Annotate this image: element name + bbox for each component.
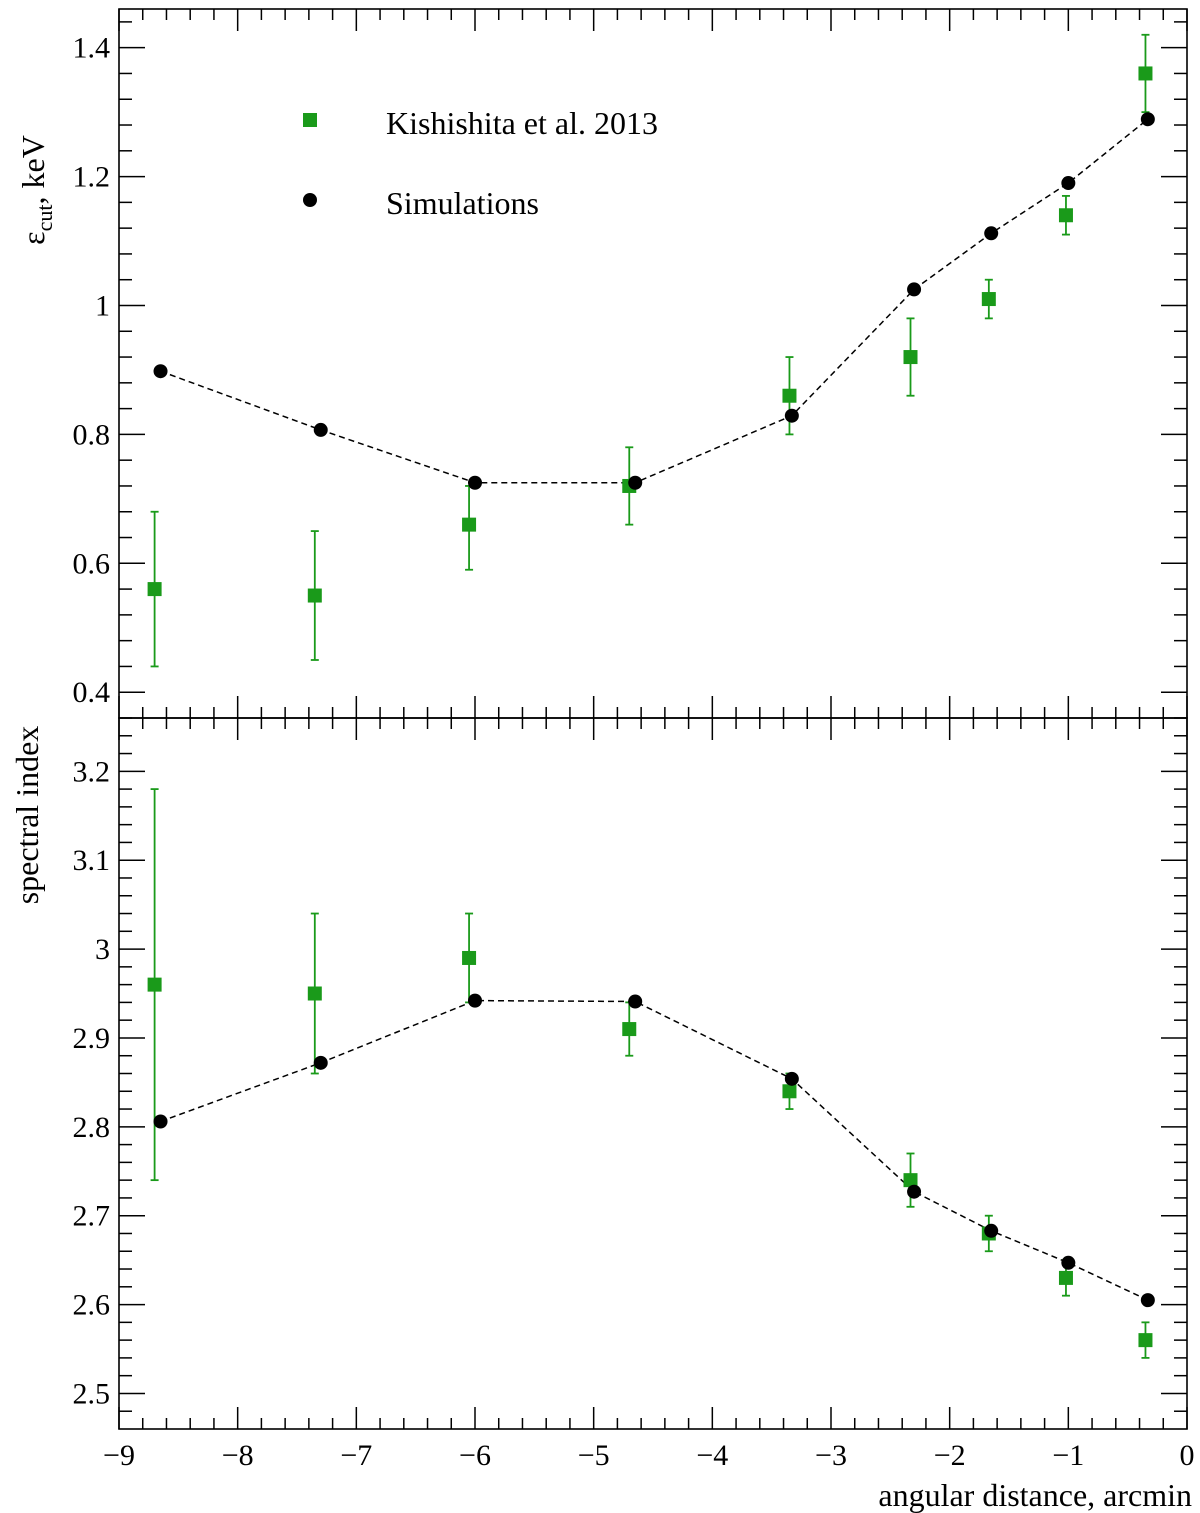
x-tick-labels: −9 −8 −7 −6 −5 −4 −3 −2 −1 0 bbox=[103, 1439, 1194, 1472]
x-tick-label: −1 bbox=[1052, 1439, 1084, 1472]
observation-point bbox=[981, 292, 996, 307]
x-tick-label: −9 bbox=[103, 1439, 135, 1472]
top-y-axis-title: εcut, keV bbox=[15, 135, 57, 245]
y-tick-label: 2.9 bbox=[73, 1022, 111, 1055]
bottom-simulations-line bbox=[160, 999, 1149, 1301]
top-y-title-sub: cut bbox=[32, 204, 57, 231]
simulation-point bbox=[1061, 176, 1076, 191]
observation-point bbox=[903, 350, 918, 365]
simulation-point bbox=[984, 226, 999, 241]
observation-point bbox=[1138, 1333, 1153, 1348]
x-tick-label: −7 bbox=[340, 1439, 372, 1472]
y-tick-label: 0.4 bbox=[73, 676, 111, 709]
simulation-point bbox=[468, 993, 482, 1008]
bottom-panel: 2.52.62.72.82.933.13.2 −9 −8 −7 −6 −5 −4 −3 −2−… bbox=[9, 717, 1195, 1513]
observation-point bbox=[1058, 208, 1073, 223]
observation-point bbox=[147, 977, 162, 992]
x-tick-label: −2 bbox=[934, 1439, 966, 1472]
observation-point bbox=[903, 1173, 918, 1188]
simulation-point bbox=[984, 1223, 999, 1238]
simulation-point bbox=[628, 994, 643, 1009]
top-simulation-points bbox=[153, 112, 1155, 490]
simulation-point bbox=[784, 1071, 799, 1086]
bottom-y-ticks bbox=[119, 717, 1187, 1412]
simulation-point bbox=[153, 1114, 168, 1129]
legend-label-observations: Kishishita et al. 2013 bbox=[386, 105, 658, 141]
simulation-point bbox=[1140, 1293, 1155, 1308]
top-observation-points bbox=[147, 66, 1153, 603]
legend-label-simulations: Simulations bbox=[386, 185, 539, 221]
legend-marker-observations bbox=[303, 113, 317, 127]
y-tick-label: 3.1 bbox=[73, 844, 111, 877]
bottom-error-bars bbox=[150, 788, 1150, 1359]
simulation-point bbox=[313, 1055, 328, 1070]
observation-point bbox=[782, 388, 797, 403]
legend-marker-simulations bbox=[303, 193, 317, 207]
observation-point bbox=[307, 588, 322, 603]
bottom-y-axis-title: spectral index bbox=[9, 726, 45, 905]
legend: Kishishita et al. 2013 Simulations bbox=[303, 105, 658, 221]
simulation-point bbox=[628, 475, 643, 490]
simulation-point bbox=[907, 282, 922, 297]
y-tick-label: 0.8 bbox=[73, 418, 111, 451]
y-tick-label: 2.8 bbox=[73, 1111, 111, 1144]
top-y-ticks bbox=[119, 21, 1187, 693]
observation-point bbox=[307, 986, 322, 1001]
top-y-title-rest: , keV bbox=[15, 135, 51, 204]
observation-point bbox=[1138, 66, 1153, 81]
top-panel: 0.4 0.6 0.8 1 1.2 1.4 Kishishita et al. 2013 … bbox=[15, 8, 1188, 719]
y-tick-label: 1.2 bbox=[73, 161, 111, 194]
observation-point bbox=[462, 950, 477, 965]
top-y-title-main: ε bbox=[15, 231, 51, 244]
top-x-ticks bbox=[118, 9, 1188, 718]
bottom-plot-frame bbox=[118, 717, 1188, 1430]
observation-point bbox=[782, 1084, 797, 1099]
simulation-point bbox=[153, 364, 168, 379]
y-tick-label: 3.2 bbox=[73, 755, 111, 788]
simulation-point bbox=[1140, 112, 1155, 127]
x-tick-label: −5 bbox=[578, 1439, 610, 1472]
y-tick-label: 2.7 bbox=[73, 1200, 111, 1233]
observation-point bbox=[462, 517, 477, 532]
x-tick-label: −6 bbox=[459, 1439, 491, 1472]
x-tick-label: −8 bbox=[222, 1439, 254, 1472]
y-tick-label: 2.5 bbox=[73, 1377, 111, 1410]
x-tick-label: −3 bbox=[815, 1439, 847, 1472]
simulation-point bbox=[907, 1184, 922, 1199]
simulation-point bbox=[468, 475, 482, 490]
simulation-point bbox=[784, 408, 799, 423]
bottom-simulation-points bbox=[153, 993, 1155, 1308]
observation-point bbox=[1058, 1270, 1073, 1285]
bottom-x-ticks bbox=[118, 718, 1188, 1429]
x-tick-label: −4 bbox=[696, 1439, 728, 1472]
top-simulations-line bbox=[160, 118, 1149, 484]
simulation-point bbox=[313, 422, 328, 437]
simulation-point bbox=[1061, 1255, 1076, 1270]
bottom-y-tick-labels: 2.5 2.6 2.7 2.8 2.9 3 3.1 3.2 bbox=[73, 755, 111, 1410]
observation-point bbox=[622, 1022, 637, 1037]
y-tick-label: 1 bbox=[95, 289, 110, 322]
y-tick-label: 3 bbox=[95, 933, 110, 966]
top-y-tick-labels: 0.4 0.6 0.8 1 1.2 1.4 bbox=[73, 32, 111, 710]
y-tick-label: 2.6 bbox=[73, 1289, 111, 1322]
x-axis-title: angular distance, arcmin bbox=[878, 1477, 1192, 1513]
y-tick-label: 0.6 bbox=[73, 547, 111, 580]
y-tick-label: 1.4 bbox=[73, 32, 111, 65]
bottom-observation-points bbox=[147, 950, 1153, 1348]
observation-point bbox=[147, 582, 162, 597]
x-tick-label: 0 bbox=[1180, 1439, 1195, 1472]
